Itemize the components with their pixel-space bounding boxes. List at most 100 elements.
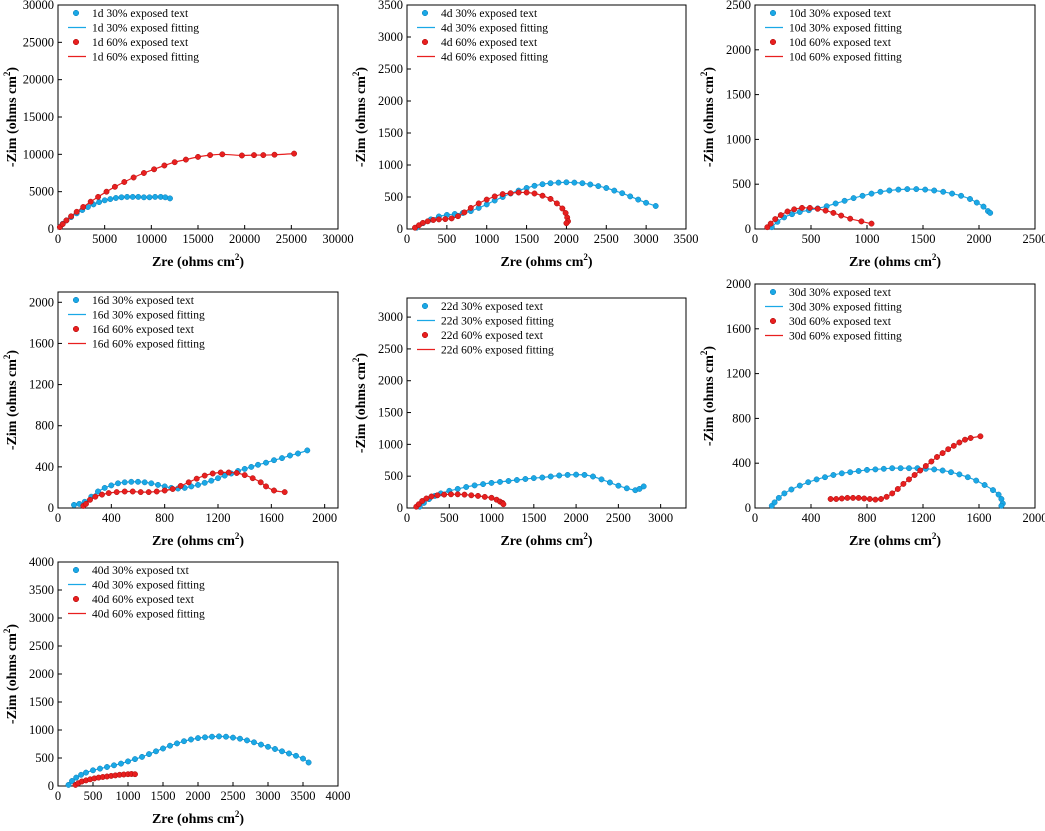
data-point-series-2 xyxy=(500,501,507,508)
data-point-series-1 xyxy=(112,195,119,201)
legend-label: 4d 30% exposed fitting xyxy=(441,23,548,35)
y-tick-label: 30000 xyxy=(23,0,54,12)
legend-label: 10d 30% exposed text xyxy=(789,8,892,20)
data-point-series-1 xyxy=(251,739,257,746)
legend-label: 10d 60% exposed text xyxy=(789,37,892,49)
y-axis-label-paren: ) xyxy=(5,624,20,629)
data-point-series-2 xyxy=(830,209,837,216)
data-point-series-1 xyxy=(522,476,529,482)
data-point-series-2 xyxy=(468,492,475,499)
y-axis-label-text: -Zim (ohms cm xyxy=(5,633,20,724)
x-axis-label-superscript: 2 xyxy=(583,531,588,541)
x-tick-label: 30000 xyxy=(322,232,353,246)
data-point-series-2 xyxy=(945,446,952,453)
data-point-series-2 xyxy=(523,189,530,196)
data-point-series-1 xyxy=(488,479,495,486)
x-tick-label: 1600 xyxy=(259,511,284,525)
data-point-series-2 xyxy=(894,486,901,492)
data-point-series-2 xyxy=(434,492,441,499)
data-point-series-2 xyxy=(499,191,506,198)
data-point-series-2 xyxy=(962,436,968,443)
y-tick-label: 1500 xyxy=(378,406,403,420)
y-tick-label: 3500 xyxy=(29,583,54,597)
data-point-series-1 xyxy=(160,745,166,752)
x-axis-label-superscript: 2 xyxy=(235,252,240,262)
data-point-series-2 xyxy=(461,209,468,216)
data-point-series-1 xyxy=(530,475,537,482)
x-tick-label: 2000 xyxy=(312,511,337,525)
data-point-series-1 xyxy=(643,199,650,206)
data-point-series-2 xyxy=(435,216,442,223)
data-point-series-2 xyxy=(883,493,890,500)
legend-label: 1d 60% exposed fitting xyxy=(92,52,199,64)
data-point-series-2 xyxy=(177,482,184,489)
data-point-series-1 xyxy=(619,190,626,197)
data-point-series-2 xyxy=(889,490,896,497)
data-point-series-2 xyxy=(934,454,940,460)
y-tick-label: 2000 xyxy=(378,374,403,388)
data-point-series-2 xyxy=(201,472,208,479)
data-point-series-2 xyxy=(777,212,784,219)
data-point-series-1 xyxy=(115,480,121,487)
plot-frame xyxy=(406,4,687,230)
data-point-series-2 xyxy=(225,469,232,476)
legend-marker xyxy=(72,595,80,603)
data-point-series-1 xyxy=(841,197,848,204)
data-point-series-1 xyxy=(188,736,194,743)
data-point-series-2 xyxy=(850,494,856,501)
fit-line-series-1 xyxy=(771,188,991,228)
data-point-series-1 xyxy=(195,735,201,742)
fit-line-series-2 xyxy=(414,191,569,229)
data-point-series-1 xyxy=(505,478,512,484)
legend-label: 30d 30% exposed text xyxy=(789,287,892,299)
data-point-series-2 xyxy=(423,495,430,502)
x-tick-label: 0 xyxy=(404,511,410,525)
x-axis-label-paren: ) xyxy=(936,255,941,270)
y-tick-label: 2000 xyxy=(726,43,751,57)
y-axis-label-text: -Zim (ohms cm xyxy=(354,76,369,167)
data-point-series-1 xyxy=(148,480,155,487)
data-point-series-1 xyxy=(272,746,278,752)
y-axis-label-paren: ) xyxy=(702,346,717,351)
x-tick-label: 2500 xyxy=(1023,232,1045,246)
data-point-series-1 xyxy=(830,472,837,478)
data-point-series-2 xyxy=(195,153,201,160)
data-point-series-1 xyxy=(141,479,148,486)
fit-line-series-2 xyxy=(59,153,295,228)
data-point-series-1 xyxy=(864,466,870,473)
data-point-series-2 xyxy=(547,195,554,202)
data-point-series-2 xyxy=(271,487,277,494)
data-point-series-2 xyxy=(491,193,498,200)
data-point-series-1 xyxy=(635,196,642,203)
data-point-series-2 xyxy=(844,494,851,501)
data-point-series-2 xyxy=(791,206,798,213)
data-point-series-2 xyxy=(822,207,829,214)
chart-panel-4: 0 400 800 1200 1600 2000 0 400 800 1200 1600 2000 Zr… xyxy=(2,291,339,549)
data-point-series-1 xyxy=(939,467,946,474)
fit-line-series-2 xyxy=(82,471,285,507)
data-point-series-2 xyxy=(241,472,248,479)
data-point-series-1 xyxy=(886,187,893,194)
y-tick-label: 500 xyxy=(384,190,403,204)
x-axis-label-text: Zre (ohms cm xyxy=(849,255,932,270)
data-point-series-1 xyxy=(152,193,159,200)
data-point-series-1 xyxy=(640,483,647,490)
y-tick-label: 0 xyxy=(48,222,54,236)
data-point-series-1 xyxy=(771,499,778,506)
data-point-series-2 xyxy=(833,496,840,502)
data-point-series-2 xyxy=(563,220,570,227)
legend-marker xyxy=(72,9,80,17)
data-point-series-1 xyxy=(463,484,470,490)
y-tick-label: 2000 xyxy=(726,277,751,291)
y-tick-label: 0 xyxy=(48,779,54,793)
data-point-series-1 xyxy=(129,193,136,200)
legend-label: 22d 60% exposed text xyxy=(441,330,544,342)
x-tick-label: 3000 xyxy=(648,511,673,525)
y-tick-label: 5000 xyxy=(29,185,54,199)
data-point-series-1 xyxy=(652,203,659,209)
data-point-series-1 xyxy=(822,474,828,481)
data-point-series-1 xyxy=(872,466,879,473)
y-tick-label: 20000 xyxy=(23,73,54,87)
y-tick-label: 1200 xyxy=(29,378,54,392)
y-tick-label: 0 xyxy=(397,501,403,515)
